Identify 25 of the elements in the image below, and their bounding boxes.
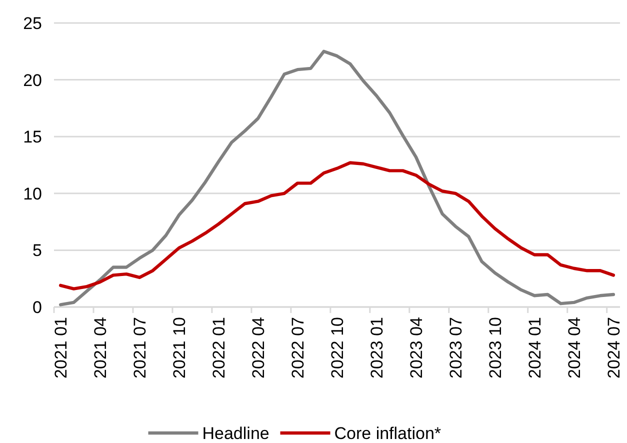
x-tick-label: 2022 04 (248, 317, 268, 378)
x-tick-label: 2022 01 (209, 317, 228, 378)
y-tick-label: 0 (32, 298, 42, 317)
legend-label: Core inflation* (334, 424, 442, 443)
x-tick-label: 2024 07 (604, 317, 624, 378)
x-tick-label: 2021 10 (170, 317, 189, 378)
x-tick-label: 2021 01 (52, 317, 71, 378)
y-tick-label: 15 (23, 128, 42, 147)
x-tick-label: 2022 10 (328, 317, 347, 378)
x-tick-label: 2023 10 (486, 317, 505, 378)
x-tick-label: 2024 01 (525, 317, 544, 378)
x-tick-label: 2023 04 (406, 317, 426, 378)
line-series (58, 161, 616, 290)
y-tick-label: 25 (23, 14, 42, 33)
x-tick-label: 2021 07 (130, 317, 150, 378)
line-series (58, 50, 616, 306)
x-tick-label: 2022 07 (288, 317, 308, 378)
y-tick-label: 10 (23, 184, 42, 204)
x-tick-label: 2023 07 (446, 317, 466, 378)
y-tick-label: 20 (23, 70, 42, 90)
x-tick-label: 2024 04 (564, 317, 584, 378)
y-tick-label: 5 (32, 241, 42, 260)
x-tick-label: 2023 01 (367, 317, 386, 378)
x-tick-label: 2021 04 (91, 317, 110, 378)
legend-label: Headline (202, 424, 270, 443)
